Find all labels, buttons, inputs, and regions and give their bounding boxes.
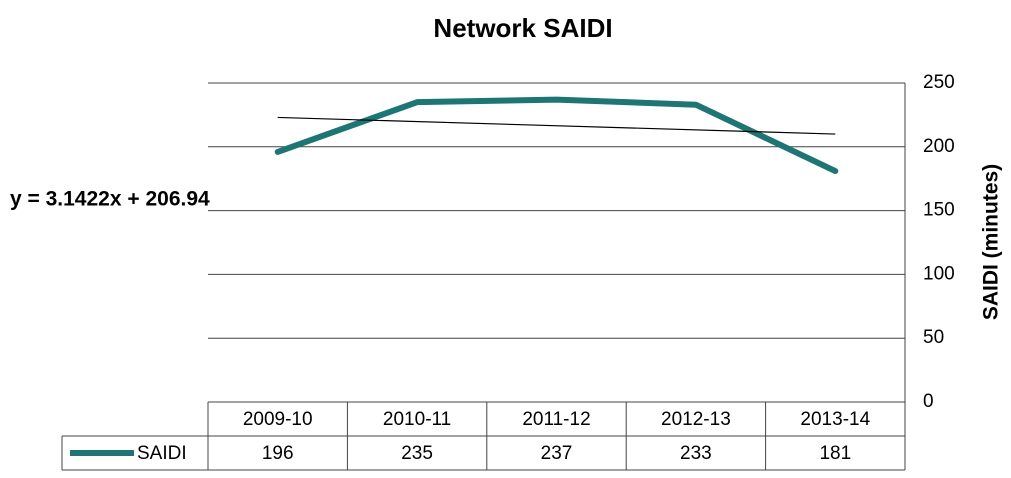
table-value: 237	[541, 443, 573, 464]
table-value: 196	[262, 443, 294, 464]
table-value: 181	[819, 443, 851, 464]
x-tick-label: 2011-12	[522, 409, 590, 430]
x-tick-label: 2012-13	[661, 409, 731, 430]
chart-title: Network SAIDI	[433, 13, 612, 43]
y-tick-label: 100	[923, 263, 955, 284]
y-tick-label: 50	[923, 327, 944, 348]
y-tick-label: 200	[923, 136, 955, 157]
line-series	[274, 96, 839, 175]
y-tick-label: 0	[923, 391, 934, 412]
y-tick-label: 150	[923, 200, 955, 221]
table-value: 235	[401, 443, 433, 464]
table-value: 233	[680, 443, 712, 464]
x-tick-label: 2009-10	[243, 409, 313, 430]
x-tick-label: 2010-11	[383, 409, 451, 430]
legend-label: SAIDI	[137, 443, 187, 464]
y-axis-label: SAIDI (minutes)	[980, 164, 1003, 320]
x-tick-label: 2013-14	[800, 409, 870, 430]
trend-equation: y = 3.1422x + 206.94	[10, 188, 210, 211]
trendline	[277, 116, 836, 135]
y-tick-label: 250	[923, 72, 955, 93]
